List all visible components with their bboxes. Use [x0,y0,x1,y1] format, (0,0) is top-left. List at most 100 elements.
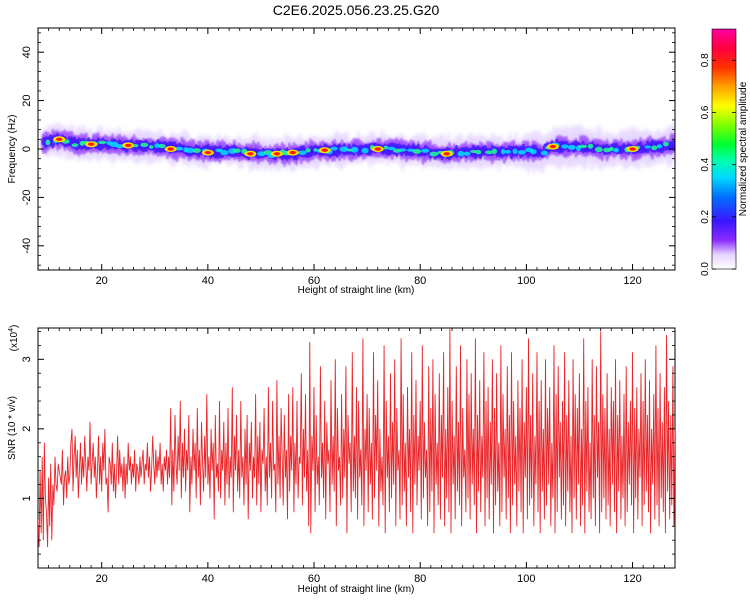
spectrogram-mid-cell [567,144,576,150]
spectrogram-mid-cell [491,148,497,155]
colorbar-tick-label: 0.2 [700,209,711,223]
spectrogram-x-axis-label: Height of straight line (km) [298,285,415,296]
spectrogram-mid-cell [501,148,506,155]
x-tick-label: 100 [517,573,535,585]
spectrogram-hotspot [87,142,95,146]
x-tick-label: 80 [414,573,426,585]
spectrogram-mid-cell [512,148,518,154]
spectrogram-mid-cell [457,150,465,157]
spectrogram-mid-cell [578,144,588,149]
spectrogram-mid-cell [140,142,149,147]
snr-frame [37,327,676,569]
spectrogram-hotspot [443,152,450,156]
x-tick-label: 100 [517,275,535,287]
snr-multiplier: (x104) [8,325,20,352]
spectrogram-mid-cell [663,141,669,147]
snr-multiplier-close: ) [9,325,20,328]
spectrogram-mid-cell [529,149,537,155]
spectrogram-mid-cell [149,145,154,149]
spectrogram-mid-cell [587,143,594,149]
snr-multiplier-base: (x10 [9,331,20,351]
spectrogram-mid-cell [361,147,369,154]
spectrogram-hotspot [321,148,328,152]
colorbar-tick-label: 0.4 [700,157,711,171]
x-tick-label: 120 [623,275,641,287]
spectrogram-mid-cell [220,150,229,156]
x-tick-label: 60 [308,573,320,585]
colorbar: 0.0 0.2 0.4 0.6 0.8 Normalized spectral ampl… [700,28,749,276]
spectrogram-mid-cell [651,145,658,151]
spectrogram-mid-cell [192,148,201,154]
spectrogram-mid-cell [383,145,389,150]
spectrogram-mid-cell [421,148,430,153]
spectrogram-band [40,121,675,175]
svg-text:(x104): (x104) [8,325,20,352]
spectrogram-mid-cell [133,144,139,148]
spectrogram-mid-cell [45,139,51,146]
spectrogram-y-ticks: 40 20 0 -20 -40 [21,32,675,266]
colorbar-tick-label: 0.6 [700,105,711,119]
y-tick-label: 20 [21,94,33,106]
spectrogram-mid-cell [429,151,439,157]
spectrogram-mid-cell [609,146,614,152]
y-tick-label: -40 [21,238,33,254]
spectrogram-mid-cell [561,144,569,149]
spectrogram-mid-cell [504,150,511,154]
spectrogram-mid-cell [463,151,471,156]
spectrogram-mid-cell [350,146,359,153]
spectrogram-mid-cell [475,149,482,155]
colorbar-tick-label: 0.8 [700,53,711,67]
spectrogram-mid-cell [257,151,266,157]
spectrogram-mid-cell [233,148,241,153]
snr-y-axis-label: SNR (10 * v/v) [7,396,18,460]
spectrogram-hotspot [273,152,281,156]
y-tick-label: -20 [21,189,33,205]
spectrogram-core-cell [671,139,675,152]
colorbar-label: Normalized spectral amplitude [738,81,749,216]
spectrogram-panel: 20 40 60 80 100 120 40 20 0 -20 -40 Height of str… [7,27,676,296]
x-tick-label: 80 [414,275,426,287]
y-tick-label: 1 [21,495,33,501]
spectrogram-hotspot [549,144,557,149]
spectrogram-mid-cell [175,146,184,151]
spectrogram-mid-cell [540,150,548,156]
spectrogram-hotspot [247,152,254,156]
x-tick-label: 60 [308,275,320,287]
colorbar-ticks: 0.0 0.2 0.4 0.6 0.8 [700,53,736,276]
snr-panel: 20 40 60 80 100 120 1 2 3 Height of straight li… [7,325,676,595]
spectrogram-x-ticks: 20 40 60 80 100 120 [37,28,676,287]
snr-series-line [38,328,675,548]
spectrogram-y-axis-label: Frequency (Hz) [7,115,18,184]
spectrogram-mid-cell [98,140,107,145]
y-tick-label: 40 [21,46,33,58]
x-tick-label: 40 [202,573,214,585]
spectrogram-hotspot [289,150,296,155]
snr-y-ticks: 1 2 3 [21,331,675,555]
spectrogram-mid-cell [71,143,79,148]
spectrogram-mid-cell [595,146,603,153]
colorbar-gradient [711,28,737,270]
spectrogram-mid-cell [387,146,396,151]
colorbar-tick-label: 0.0 [700,262,711,276]
spectrogram-mid-cell [412,148,422,154]
spectrogram-hotspot [629,147,636,151]
spectrogram-mid-cell [305,148,311,153]
spectrogram-hotspots [53,136,639,157]
figure-title: C2E6.2025.056.23.25.G20 [273,2,440,18]
spectrogram-mid-cell [185,147,195,153]
spectrogram-mid-cell [517,150,527,155]
spectrogram-mid-cell [399,148,407,152]
y-tick-label: 0 [21,146,33,152]
spectrogram-hotspot [125,143,132,148]
spectrogram-hotspot [167,147,174,151]
spectrogram-mid-cell [158,143,166,149]
spectrogram-mid-cell [339,146,349,152]
y-tick-label: 2 [21,426,33,432]
spectrogram-mid-cell [613,147,619,153]
x-tick-label: 20 [96,573,108,585]
spectrogram-mid-cell [115,144,125,149]
x-tick-label: 20 [96,275,108,287]
spectrogram-mid-cell [154,143,161,149]
spectrogram-mid-cell [330,146,338,151]
